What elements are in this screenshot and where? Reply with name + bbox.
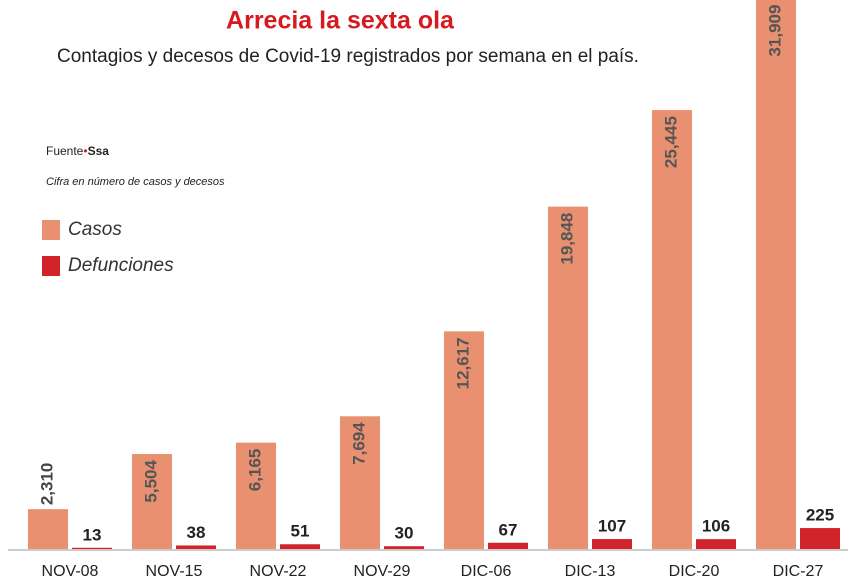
value-label: 12,617 [453,337,472,389]
value-label: 6,165 [245,449,264,492]
x-tick-label: NOV-15 [146,563,203,580]
value-label: 25,445 [661,116,680,168]
value-label: 225 [806,506,834,525]
x-tick-label: NOV-08 [42,563,99,580]
bar [28,509,68,549]
bar [756,0,796,549]
bar [592,539,632,549]
legend-swatch [42,256,60,276]
bar [488,542,528,549]
bar [72,547,112,549]
x-tick-label: DIC-20 [669,563,720,580]
source: Fuente•Ssa [46,144,109,158]
value-label: 31,909 [765,5,784,57]
bar [384,546,424,549]
value-label: 13 [83,525,102,544]
x-tick-label: DIC-13 [565,563,616,580]
bar [236,442,276,549]
bar [444,331,484,549]
bullet: • [83,144,87,158]
value-label: 106 [702,517,730,536]
value-label: 51 [291,522,310,541]
chart-subtitle: Contagios y decesos de Covid-19 registra… [57,46,639,67]
bar [132,454,172,549]
bar [176,545,216,549]
legend-label: Casos [68,219,122,240]
source-name: Ssa [88,144,110,158]
value-label: 19,848 [557,213,576,265]
bar [280,544,320,549]
bar [548,206,588,549]
note: Cifra en número de casos y decesos [46,176,225,188]
value-label: 38 [187,523,206,542]
bar [696,539,736,549]
value-label: 107 [598,517,626,536]
bar [800,528,840,549]
x-tick-label: DIC-06 [461,563,512,580]
x-tick-label: NOV-22 [250,563,307,580]
bar [652,110,692,549]
legend-label: Defunciones [68,255,174,276]
source-label: Fuente [46,144,84,158]
legend-swatch [42,220,60,240]
chart-title: Arrecia la sexta ola [226,7,455,35]
x-tick-label: DIC-27 [773,563,824,580]
value-label: 7,694 [349,422,368,465]
value-label: 2,310 [37,463,56,506]
value-label: 5,504 [141,460,160,503]
bar [340,416,380,549]
x-tick-label: NOV-29 [354,563,411,580]
value-label: 30 [395,524,414,543]
value-label: 67 [499,520,518,539]
